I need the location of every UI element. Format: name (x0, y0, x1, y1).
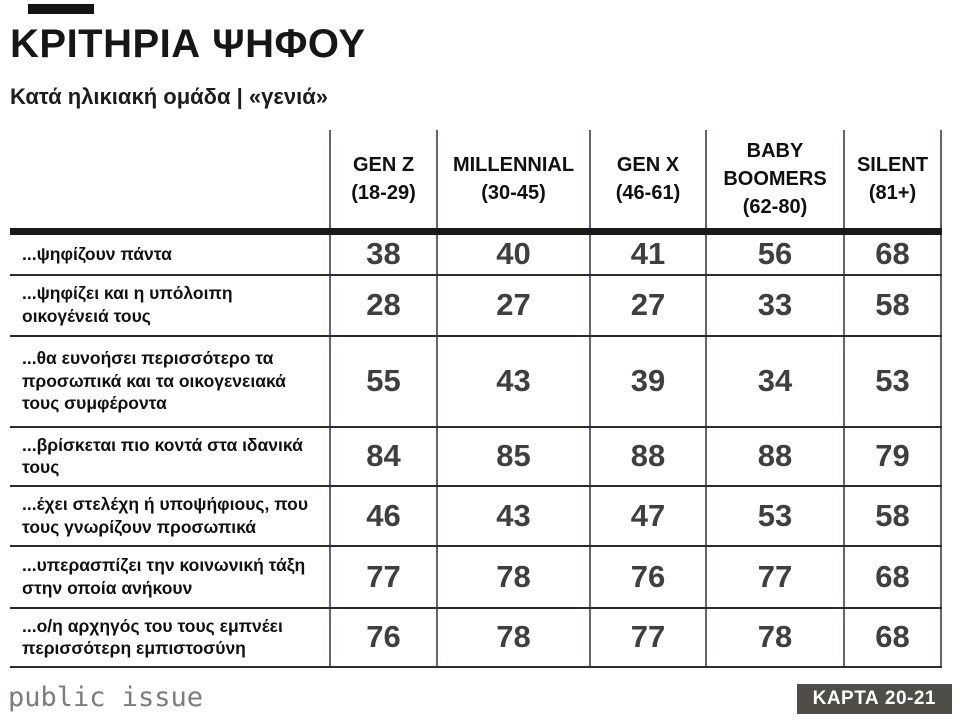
cell-value: 76 (329, 607, 437, 668)
table-row: ...έχει στελέχη ή υποψήφιους, που τους γ… (10, 486, 942, 547)
cell-value: 39 (589, 335, 706, 428)
cell-value: 77 (589, 607, 706, 668)
cell-value: 55 (329, 335, 437, 428)
cell-value: 88 (589, 426, 706, 487)
column-name: MILLENNIAL (452, 154, 575, 176)
cell-value: 33 (705, 274, 844, 337)
table-row: ...ψηφίζει και η υπόλοιπη οικογένειά του… (10, 274, 942, 337)
cell-value: 38 (329, 231, 437, 276)
row-label: ...ψηφίζει και η υπόλοιπη οικογένειά του… (10, 274, 330, 337)
column-name: BABY BOOMERS (723, 140, 827, 190)
cell-value: 58 (843, 486, 942, 547)
cell-value: 43 (436, 335, 590, 428)
cell-value: 84 (329, 426, 437, 487)
cell-value: 88 (705, 426, 844, 487)
header-empty-cell (10, 130, 330, 235)
cell-value: 76 (589, 545, 706, 609)
cell-value: 56 (705, 231, 844, 276)
cell-value: 34 (705, 335, 844, 428)
row-label: ...ο/η αρχηγός του τους εμπνέει περισσότ… (10, 607, 330, 668)
table-row: ...υπερασπίζει την κοινωνική τάξη στην ο… (10, 545, 942, 609)
cell-value: 46 (329, 486, 437, 547)
row-label: ...υπερασπίζει την κοινωνική τάξη στην ο… (10, 545, 330, 609)
top-left-mark (28, 4, 94, 14)
table-row: ...ψηφίζουν πάντα 38 40 41 56 68 (10, 231, 942, 276)
cell-value: 27 (436, 274, 590, 337)
cell-value: 53 (705, 486, 844, 547)
column-range: (18-29) (351, 182, 416, 204)
table-row: ...θα ευνοήσει περισσότερο τα προσωπικά … (10, 335, 942, 428)
cell-value: 77 (329, 545, 437, 609)
cell-value: 78 (436, 545, 590, 609)
public-issue-logo: public issue (8, 682, 204, 713)
card-number-badge: ΚΑΡΤΑ 20-21 (796, 684, 952, 714)
column-range: (62-80) (742, 196, 808, 218)
table-row: ...βρίσκεται πιο κοντά στα ιδανικά τους … (10, 426, 942, 487)
header-silent: SILENT (81+) (843, 130, 942, 235)
criteria-table: GEN Z (18-29) MILLENNIAL (30-45) GEN X (… (10, 130, 942, 668)
cell-value: 68 (843, 607, 942, 668)
cell-value: 41 (589, 231, 706, 276)
header-baby-boomers: BABY BOOMERS (62-80) (705, 130, 844, 235)
cell-value: 28 (329, 274, 437, 337)
column-range: (46-61) (615, 182, 681, 204)
column-name: GEN Z (352, 154, 415, 176)
page-subtitle: Κατά ηλικιακή ομάδα | «γενιά» (10, 84, 328, 109)
cell-value: 85 (436, 426, 590, 487)
row-label: ...θα ευνοήσει περισσότερο τα προσωπικά … (10, 335, 330, 428)
cell-value: 78 (705, 607, 844, 668)
cell-value: 77 (705, 545, 844, 609)
cell-value: 79 (843, 426, 942, 487)
header-gen-x: GEN X (46-61) (589, 130, 706, 235)
cell-value: 47 (589, 486, 706, 547)
cell-value: 68 (843, 231, 942, 276)
column-name: GEN X (616, 154, 680, 176)
header-row: GEN Z (18-29) MILLENNIAL (30-45) GEN X (… (10, 130, 942, 235)
column-name: SILENT (856, 154, 929, 176)
cell-value: 68 (843, 545, 942, 609)
column-range: (81+) (868, 182, 917, 204)
row-label: ...βρίσκεται πιο κοντά στα ιδανικά τους (10, 426, 330, 487)
cell-value: 43 (436, 486, 590, 547)
column-range: (30-45) (481, 182, 546, 204)
row-label: ...έχει στελέχη ή υποψήφιους, που τους γ… (10, 486, 330, 547)
row-label: ...ψηφίζουν πάντα (10, 231, 330, 276)
cell-value: 58 (843, 274, 942, 337)
header-gen-z: GEN Z (18-29) (329, 130, 437, 235)
cell-value: 27 (589, 274, 706, 337)
table-row: ...ο/η αρχηγός του τους εμπνέει περισσότ… (10, 607, 942, 668)
cell-value: 53 (843, 335, 942, 428)
page-title: ΚΡΙΤΗΡΙΑ ΨΗΦΟΥ (10, 22, 366, 66)
header-millennial: MILLENNIAL (30-45) (436, 130, 590, 235)
cell-value: 78 (436, 607, 590, 668)
cell-value: 40 (436, 231, 590, 276)
